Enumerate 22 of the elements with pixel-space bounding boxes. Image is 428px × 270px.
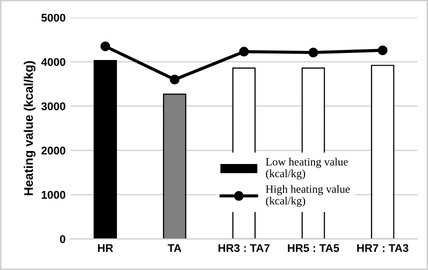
x-tick-label: TA xyxy=(168,244,182,252)
point xyxy=(100,41,110,52)
y-tick-label: 0 xyxy=(60,235,66,244)
legend-label: Low heating value (kcal/kg) xyxy=(266,158,348,180)
x-tick-label: HR5 : TA5 xyxy=(288,244,340,252)
y-tick-label: 4000 xyxy=(41,58,66,66)
y-tick-label: 2000 xyxy=(41,146,66,155)
bar xyxy=(162,94,186,239)
x-tick-label: HR3 : TA7 xyxy=(218,244,270,252)
y-axis-title: Heating value (kcal/kg) xyxy=(24,61,36,196)
y-tick-label: 3000 xyxy=(41,102,66,110)
bar xyxy=(370,64,394,239)
x-tick-label: HR7 : TA3 xyxy=(357,244,408,252)
point xyxy=(170,74,180,84)
y-tick-label: 5000 xyxy=(41,14,66,22)
y-tick-label: 1000 xyxy=(42,190,66,199)
point xyxy=(308,48,318,58)
legend-label: High heating value (kcal/kg) xyxy=(266,185,350,207)
point xyxy=(239,46,249,57)
x-tick-label: HR xyxy=(98,244,114,252)
point xyxy=(378,45,388,56)
bar xyxy=(94,60,117,239)
